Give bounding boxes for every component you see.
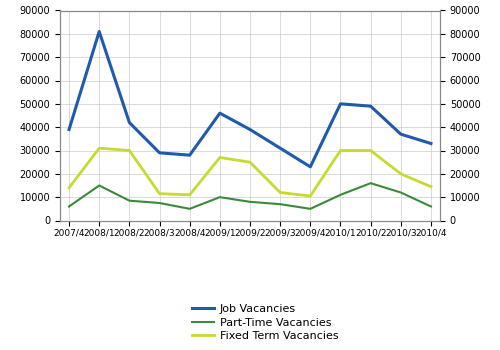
Job Vacancies: [308, 165, 314, 169]
Job Vacancies: [156, 151, 162, 155]
Fixed Term Vacancies: [338, 148, 344, 153]
Job Vacancies: [247, 127, 253, 132]
Fixed Term Vacancies: [368, 148, 374, 153]
Fixed Term Vacancies: [126, 148, 132, 153]
Fixed Term Vacancies: [66, 186, 72, 190]
Part-Time Vacancies: [96, 183, 102, 188]
Fixed Term Vacancies: [247, 160, 253, 164]
Line: Fixed Term Vacancies: Fixed Term Vacancies: [69, 148, 431, 196]
Part-Time Vacancies: [277, 202, 283, 206]
Fixed Term Vacancies: [428, 184, 434, 189]
Fixed Term Vacancies: [186, 193, 192, 197]
Fixed Term Vacancies: [156, 191, 162, 196]
Job Vacancies: [277, 146, 283, 150]
Fixed Term Vacancies: [308, 194, 314, 198]
Job Vacancies: [368, 104, 374, 108]
Part-Time Vacancies: [368, 181, 374, 185]
Part-Time Vacancies: [217, 195, 223, 199]
Part-Time Vacancies: [186, 207, 192, 211]
Job Vacancies: [428, 141, 434, 146]
Job Vacancies: [96, 29, 102, 34]
Line: Job Vacancies: Job Vacancies: [69, 32, 431, 167]
Fixed Term Vacancies: [96, 146, 102, 150]
Fixed Term Vacancies: [398, 172, 404, 176]
Part-Time Vacancies: [66, 204, 72, 209]
Part-Time Vacancies: [308, 207, 314, 211]
Part-Time Vacancies: [338, 193, 344, 197]
Part-Time Vacancies: [156, 201, 162, 205]
Fixed Term Vacancies: [217, 155, 223, 160]
Part-Time Vacancies: [247, 200, 253, 204]
Job Vacancies: [66, 127, 72, 132]
Part-Time Vacancies: [126, 198, 132, 203]
Part-Time Vacancies: [398, 190, 404, 195]
Job Vacancies: [217, 111, 223, 115]
Job Vacancies: [398, 132, 404, 136]
Job Vacancies: [126, 120, 132, 125]
Job Vacancies: [338, 102, 344, 106]
Line: Part-Time Vacancies: Part-Time Vacancies: [69, 183, 431, 209]
Part-Time Vacancies: [428, 204, 434, 209]
Job Vacancies: [186, 153, 192, 157]
Fixed Term Vacancies: [277, 190, 283, 195]
Legend: Job Vacancies, Part-Time Vacancies, Fixed Term Vacancies: Job Vacancies, Part-Time Vacancies, Fixe…: [192, 304, 338, 341]
